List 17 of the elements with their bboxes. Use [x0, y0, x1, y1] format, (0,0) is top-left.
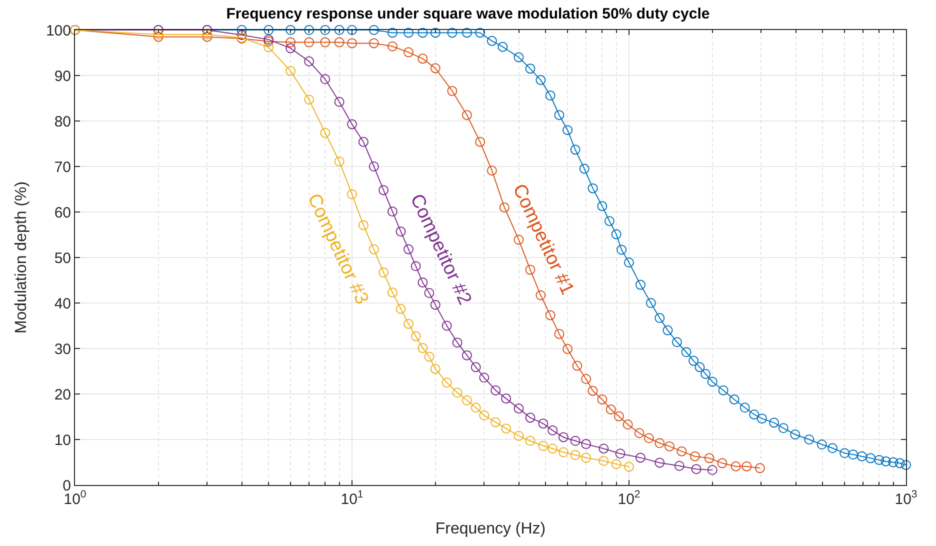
y-tick-label: 90 [54, 68, 71, 85]
y-axis-title: Modulation depth (%) [12, 181, 30, 334]
y-tick-label: 10 [54, 432, 71, 449]
x-axis-title: Frequency (Hz) [435, 520, 546, 538]
x-tick-label: 10$^{2}$ [618, 488, 640, 508]
y-tick-label: 60 [54, 204, 71, 222]
x-tick-label: 10$^{3}$ [894, 488, 918, 508]
y-tick-label: 20 [54, 386, 71, 404]
chart-title: Frequency response under square wave modulation 50% duty cycle [226, 6, 710, 23]
y-tick-label: 100 [46, 22, 71, 40]
y-tick-label: 0 [62, 477, 71, 494]
y-tick-label: 50 [54, 250, 71, 267]
y-tick-label: 30 [54, 340, 71, 358]
y-tick-label: 40 [54, 295, 71, 312]
y-tick-label: 80 [54, 113, 71, 130]
y-tick-label: 70 [54, 158, 71, 176]
x-tick-label: 10$^{1}$ [340, 488, 364, 508]
